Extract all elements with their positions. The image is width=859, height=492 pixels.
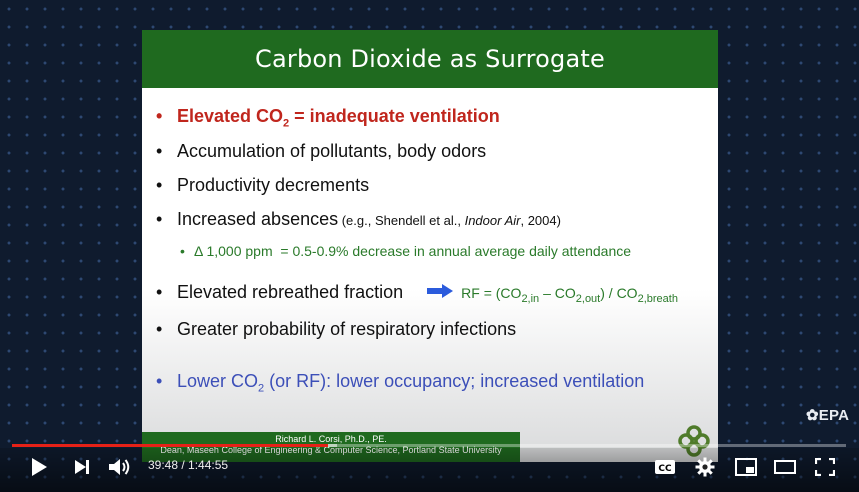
- settings-button[interactable]: [693, 455, 717, 479]
- volume-icon: [109, 459, 130, 475]
- time-display: 39:48 / 1:44:55: [148, 458, 229, 472]
- play-icon: [32, 458, 47, 476]
- volume-button[interactable]: [107, 455, 133, 479]
- theater-icon: [774, 460, 796, 474]
- bullet-elevated-co2: • Elevated CO2 = inadequate ventilation: [156, 106, 500, 130]
- bullet-absences: • Increased absences (e.g., Shendell et …: [156, 209, 561, 229]
- bullet-lower-co2: • Lower CO2 (or RF): lower occupancy; in…: [156, 371, 645, 395]
- svg-text:CC: CC: [658, 464, 672, 474]
- bullet-respiratory: • Greater probability of respiratory infe…: [156, 319, 517, 339]
- cc-icon: CC: [655, 460, 675, 474]
- player-controls: [0, 448, 859, 492]
- play-button[interactable]: [26, 455, 52, 479]
- progress-played: [12, 444, 329, 447]
- sub-bullet-attendance: • Δ 1,000 ppm = 0.5-0.9% decrease in annu…: [180, 243, 632, 259]
- bullet-accumulation: • Accumulation of pollutants, body odors: [156, 141, 487, 161]
- video-slide: Carbon Dioxide as Surrogate • Elevated C…: [142, 30, 718, 462]
- next-icon: [75, 460, 89, 474]
- rf-formula: RF = (CO2,in – CO2,out) / CO2,breath: [461, 285, 678, 305]
- presenter-name: Richard L. Corsi, Ph.D., PE.: [275, 434, 387, 444]
- epa-flower-icon: ✿: [806, 407, 819, 424]
- slide-title: Carbon Dioxide as Surrogate: [255, 45, 605, 73]
- captions-button[interactable]: CC: [653, 456, 677, 478]
- miniplayer-button[interactable]: [733, 455, 759, 479]
- theater-mode-button[interactable]: [772, 455, 798, 479]
- arrow-right-icon: [427, 284, 454, 298]
- bullet-rebreathed: • Elevated rebreathed fraction RF = (CO2,…: [156, 282, 678, 305]
- settings-icon: [695, 457, 715, 477]
- fullscreen-button[interactable]: [812, 455, 838, 479]
- progress-bar[interactable]: [12, 444, 846, 447]
- slide-title-bar: Carbon Dioxide as Surrogate: [142, 30, 718, 88]
- next-button[interactable]: [70, 455, 94, 479]
- miniplayer-icon: [735, 458, 757, 476]
- fullscreen-icon: [815, 458, 835, 476]
- bullet-productivity: • Productivity decrements: [156, 175, 370, 195]
- epa-watermark: ✿EPA: [806, 407, 850, 424]
